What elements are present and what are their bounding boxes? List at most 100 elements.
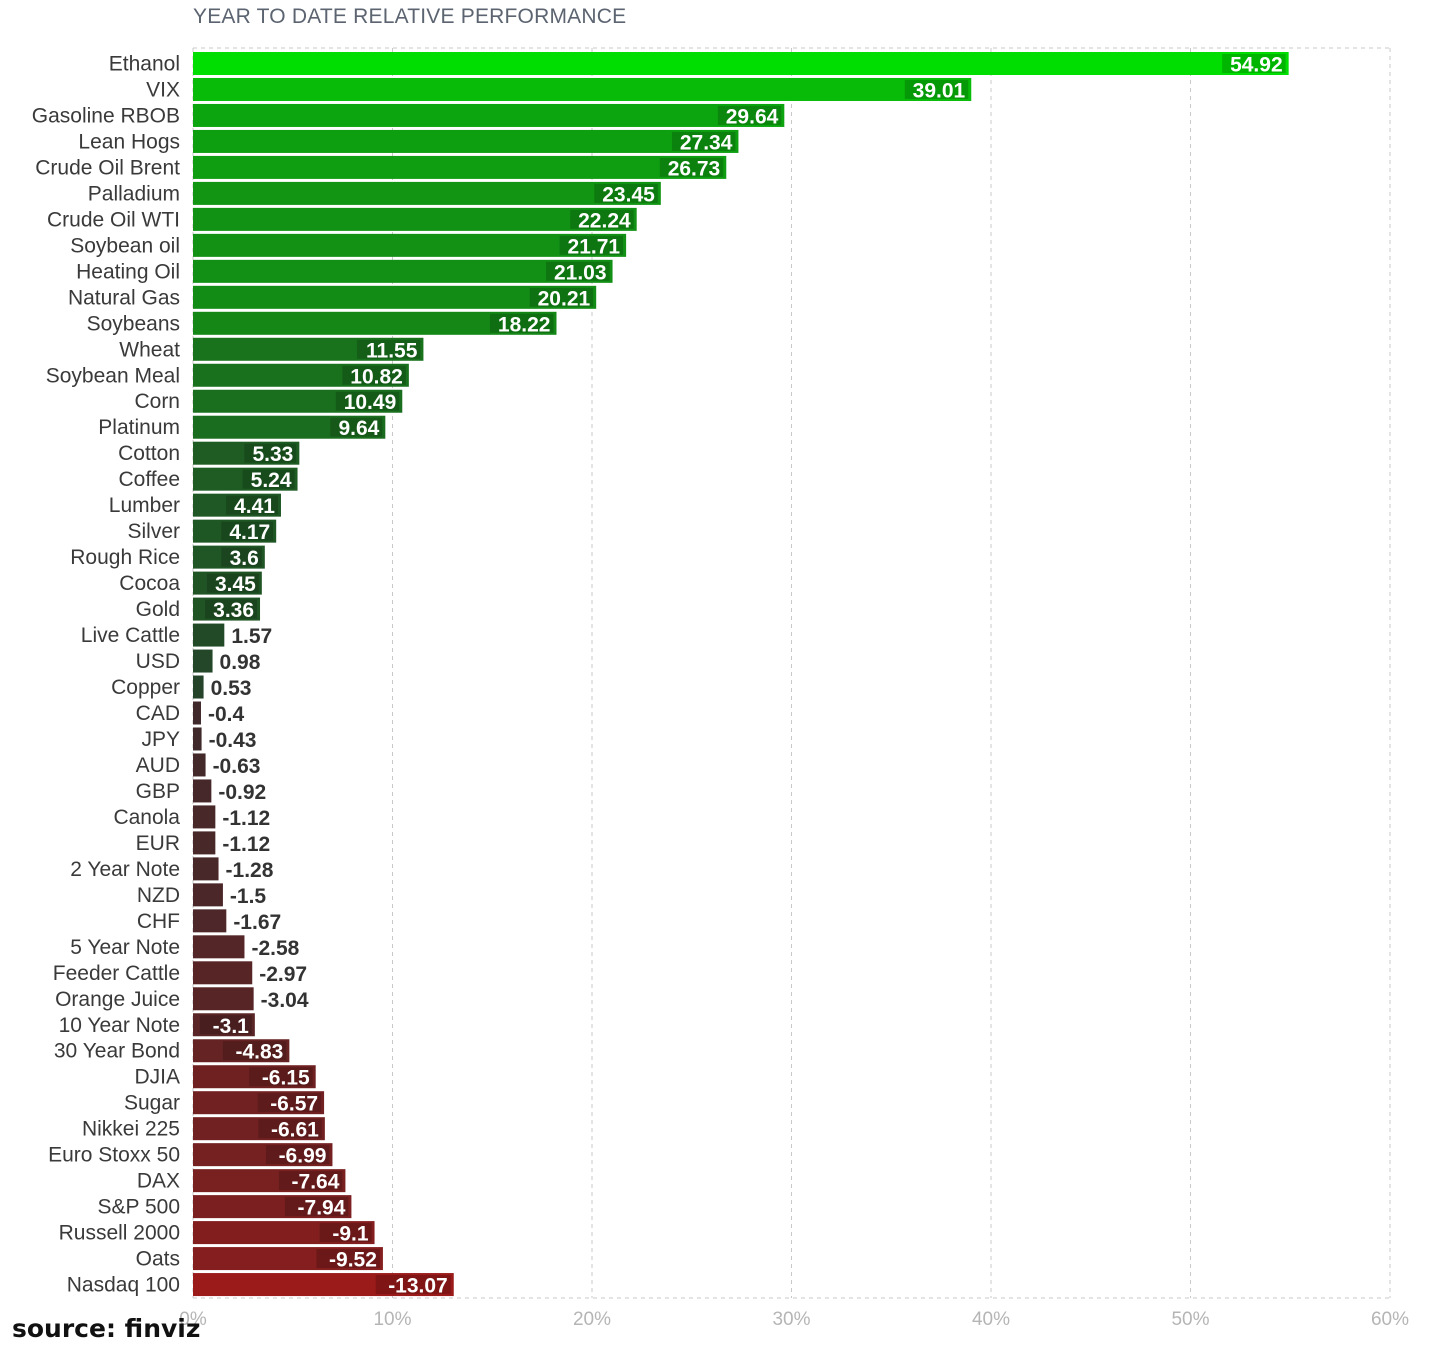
category-label: Soybeans bbox=[87, 312, 180, 335]
x-tick-label: 40% bbox=[972, 1309, 1010, 1330]
bar bbox=[193, 52, 1289, 75]
value-label-box bbox=[278, 1171, 343, 1191]
bar bbox=[193, 1013, 255, 1037]
x-tick-label: 60% bbox=[1371, 1309, 1409, 1330]
value-label-box bbox=[546, 261, 610, 281]
value-label: 20.21 bbox=[538, 287, 591, 310]
category-label: Gasoline RBOB bbox=[32, 104, 180, 127]
bar bbox=[193, 1065, 316, 1089]
category-label: Coffee bbox=[119, 468, 181, 491]
bar bbox=[193, 701, 201, 725]
value-label-box bbox=[244, 443, 297, 463]
bar bbox=[193, 207, 637, 231]
category-label: DJIA bbox=[134, 1066, 180, 1089]
value-label-box bbox=[559, 235, 624, 255]
value-label: 4.17 bbox=[229, 521, 270, 544]
category-label: Cocoa bbox=[119, 572, 180, 595]
category-label: Nasdaq 100 bbox=[67, 1274, 180, 1297]
value-label-box bbox=[225, 495, 278, 515]
chart-title: YEAR TO DATE RELATIVE PERFORMANCE bbox=[193, 5, 627, 28]
value-label: 0.98 bbox=[220, 651, 261, 674]
category-label: Oats bbox=[136, 1248, 180, 1271]
bar bbox=[193, 285, 597, 309]
bar bbox=[193, 1143, 333, 1167]
category-label: Canola bbox=[113, 806, 180, 829]
value-label: -3.04 bbox=[261, 989, 309, 1012]
value-label: -9.1 bbox=[332, 1223, 369, 1246]
value-label-box bbox=[659, 157, 724, 177]
bar bbox=[193, 259, 613, 283]
value-label: 5.33 bbox=[252, 443, 293, 466]
value-label-box bbox=[330, 417, 383, 437]
value-label-box bbox=[199, 1015, 252, 1035]
value-label: 10.82 bbox=[350, 365, 403, 388]
value-label-box bbox=[265, 1145, 330, 1165]
value-label: -1.5 bbox=[230, 885, 267, 908]
bar bbox=[193, 961, 253, 985]
value-label: 5.24 bbox=[251, 469, 292, 492]
value-label-box bbox=[671, 131, 736, 151]
category-label: Platinum bbox=[98, 416, 180, 439]
value-label: 21.03 bbox=[554, 261, 607, 284]
value-label: -0.43 bbox=[209, 729, 257, 752]
value-label: 3.6 bbox=[230, 547, 259, 570]
category-label: Soybean oil bbox=[70, 234, 180, 257]
bar bbox=[193, 155, 727, 179]
bar bbox=[193, 987, 254, 1011]
value-label: 23.45 bbox=[602, 183, 655, 206]
category-label: Lumber bbox=[109, 494, 180, 517]
value-label-box bbox=[221, 521, 274, 541]
bar bbox=[193, 545, 265, 569]
bar bbox=[193, 1273, 454, 1297]
bar bbox=[193, 493, 281, 517]
bar bbox=[193, 233, 627, 257]
category-label: Silver bbox=[127, 520, 180, 543]
value-label: 27.34 bbox=[680, 131, 733, 154]
bar bbox=[193, 363, 409, 387]
bar bbox=[193, 441, 300, 465]
value-label-box bbox=[342, 365, 406, 385]
bar bbox=[193, 181, 661, 205]
value-label-box bbox=[242, 469, 295, 489]
x-tick-label: 20% bbox=[573, 1309, 611, 1330]
bar bbox=[193, 805, 216, 829]
category-label: Lean Hogs bbox=[78, 130, 180, 153]
value-label-box bbox=[257, 1093, 322, 1113]
bar bbox=[193, 1117, 325, 1141]
category-label: 30 Year Bond bbox=[54, 1040, 180, 1063]
value-label: -2.97 bbox=[259, 963, 307, 986]
value-label: 11.55 bbox=[366, 339, 418, 362]
value-label-box bbox=[529, 287, 594, 307]
bar bbox=[193, 857, 219, 881]
bar bbox=[193, 1221, 375, 1245]
bar bbox=[193, 649, 213, 673]
category-label: Cotton bbox=[118, 442, 180, 465]
value-label: 9.64 bbox=[338, 417, 379, 440]
value-label-box bbox=[222, 1041, 287, 1061]
category-label: VIX bbox=[146, 78, 180, 101]
bar bbox=[193, 1169, 346, 1193]
bar bbox=[193, 129, 739, 153]
bar bbox=[193, 597, 261, 621]
value-label-box bbox=[258, 1119, 322, 1139]
value-label: -9.52 bbox=[329, 1249, 377, 1272]
category-label: Crude Oil WTI bbox=[47, 208, 180, 231]
category-label: Heating Oil bbox=[76, 260, 180, 283]
value-label-box bbox=[221, 547, 262, 567]
bar bbox=[193, 311, 557, 335]
category-label: Gold bbox=[136, 598, 180, 621]
value-label: 10.49 bbox=[344, 391, 397, 414]
category-label: DAX bbox=[137, 1170, 180, 1193]
value-label: -2.58 bbox=[251, 937, 299, 960]
category-label: Orange Juice bbox=[55, 988, 180, 1011]
bar bbox=[193, 337, 424, 361]
bar bbox=[193, 467, 298, 491]
value-label: 26.73 bbox=[668, 157, 721, 180]
category-label: USD bbox=[136, 650, 180, 673]
x-tick-label: 30% bbox=[772, 1309, 810, 1330]
bar bbox=[193, 753, 206, 777]
bar bbox=[193, 77, 972, 101]
value-label: -7.94 bbox=[298, 1197, 346, 1220]
category-label: 2 Year Note bbox=[70, 858, 180, 881]
